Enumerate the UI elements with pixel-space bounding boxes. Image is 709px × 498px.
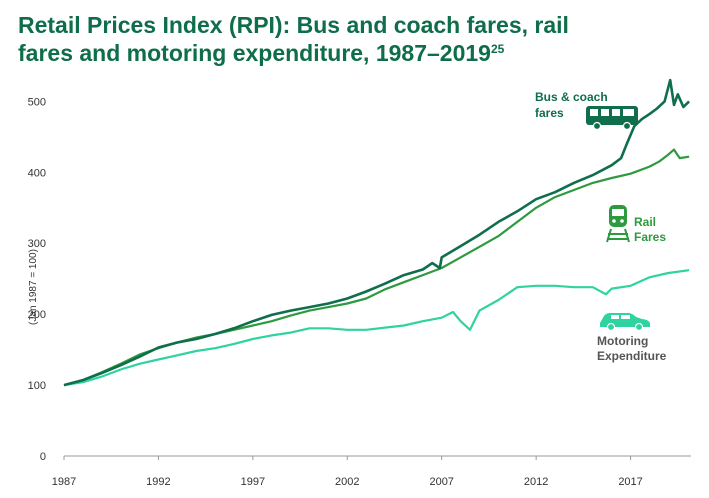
x-tick-label: 2017 — [618, 476, 642, 488]
chart-title: Retail Prices Index (RPI): Bus and coach… — [18, 11, 698, 67]
bus-label-line-2: fares — [535, 106, 564, 120]
y-axis-label: (Jan 1987 = 100) — [28, 249, 39, 325]
x-tick-label: 2002 — [335, 476, 359, 488]
title-line-2: fares and motoring expenditure, 1987–201… — [18, 40, 491, 66]
motoring-label-line-2: Expenditure — [597, 349, 667, 363]
x-axis: 1987 1992 1997 2002 2007 2012 2017 — [52, 455, 691, 488]
motoring-label: Motoring Expenditure — [597, 334, 667, 363]
car-icon — [600, 313, 650, 332]
y-tick-label: 100 — [28, 380, 46, 392]
bus-label: Bus & coach fares — [535, 90, 608, 120]
title-footnote: 25 — [490, 42, 505, 56]
x-tick-label: 1987 — [52, 476, 76, 488]
y-tick-label: 500 — [28, 96, 46, 108]
rail-label-line-1: Rail — [634, 215, 656, 229]
bus-fares-line — [63, 78, 691, 387]
title-line-1: Retail Prices Index (RPI): Bus and coach… — [18, 12, 569, 38]
motoring-label-line-1: Motoring — [597, 334, 648, 348]
x-tick-label: 2007 — [429, 476, 453, 488]
y-tick-label: 300 — [28, 238, 46, 250]
rail-label: Rail Fares — [634, 215, 666, 244]
rail-label-line-2: Fares — [634, 230, 666, 244]
series-group — [63, 78, 691, 387]
x-tick-label: 1992 — [146, 476, 170, 488]
x-tick-label: 2012 — [524, 476, 548, 488]
x-tick-label: 1997 — [241, 476, 265, 488]
bus-label-line-1: Bus & coach — [535, 90, 608, 104]
motoring-expenditure-line — [63, 269, 690, 387]
y-axis: 0 100 200 300 400 500 — [28, 96, 46, 463]
train-icon — [606, 205, 630, 243]
y-tick-label: 0 — [40, 451, 46, 463]
bus-icon — [586, 106, 638, 131]
y-tick-label: 400 — [28, 167, 46, 179]
rail-fares-line — [63, 148, 690, 387]
y-tick-label: 200 — [28, 309, 46, 321]
